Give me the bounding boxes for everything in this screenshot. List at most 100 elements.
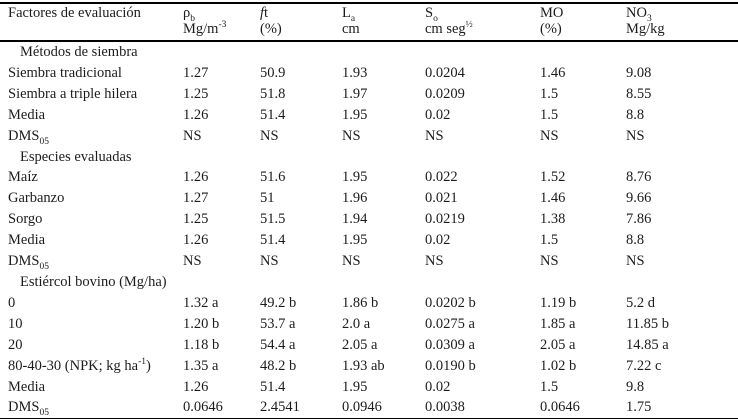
row-label: Maíz — [8, 169, 38, 186]
cell-value: 0.02 — [425, 232, 451, 249]
cell-value: NS — [626, 253, 645, 270]
cell-value: 1.95 — [342, 378, 368, 395]
table-row: Media 1.26 51.4 1.95 0.02 1.5 8.8 — [0, 105, 738, 126]
column-symbol: ft — [260, 5, 269, 21]
column-header-ft: ft (%) — [252, 3, 334, 42]
cell-value: 51 — [260, 190, 275, 207]
cell-value: NS — [342, 127, 361, 144]
section-row: Especies evaluadas — [0, 147, 738, 168]
column-header-factores: Factores de evaluación — [0, 3, 175, 42]
cell-value: 1.5 — [540, 85, 559, 102]
section-row: Estiércol bovino (Mg/ha) — [0, 272, 738, 293]
cell-value: 1.93 — [342, 64, 368, 81]
cell-value: 0.0038 — [425, 399, 465, 416]
cell-value: 51.8 — [260, 85, 286, 102]
cell-value: 1.85 a — [540, 315, 576, 332]
cell-value: NS — [342, 253, 361, 270]
column-symbol: Factores de evaluación — [8, 5, 141, 21]
cell-value: 1.27 — [183, 64, 209, 81]
cell-value: 0.02 — [425, 106, 451, 123]
header-row: Factores de evaluación ρb Mg/m-3 ft (%) La cm S… — [0, 3, 738, 42]
table-row: Siembra a triple hilera 1.25 51.8 1.97 0.020… — [0, 84, 738, 105]
column-symbol: MO — [540, 5, 564, 21]
table-row: 80-40-30 (NPK; kg ha-1) 1.35 a 48.2 b 1.93 … — [0, 356, 738, 377]
row-label: 10 — [8, 315, 23, 332]
table-row: DMS05 NS NS NS NS NS NS — [0, 251, 738, 272]
table-row: Media 1.26 51.4 1.95 0.02 1.5 9.8 — [0, 377, 738, 398]
cell-value: 0.0275 a — [425, 315, 475, 332]
section-row: Métodos de siembra — [0, 41, 738, 63]
cell-value: 0.0946 — [342, 399, 382, 416]
cell-value: 48.2 b — [260, 357, 297, 374]
cell-value: 0.0202 b — [425, 294, 476, 311]
row-label: Siembra tradicional — [8, 64, 122, 81]
row-label: 80-40-30 (NPK; kg ha-1) — [8, 356, 151, 374]
cell-value: 51.6 — [260, 169, 286, 186]
cell-value: 1.19 b — [540, 294, 577, 311]
cell-value: 9.08 — [626, 64, 652, 81]
table-row: Sorgo 1.25 51.5 1.94 0.0219 1.38 7.86 — [0, 209, 738, 230]
cell-value: 1.02 b — [540, 357, 577, 374]
cell-value: 1.35 a — [183, 357, 219, 374]
cell-value: 1.27 — [183, 190, 209, 207]
table-row: Siembra tradicional 1.27 50.9 1.93 0.0204 1.4… — [0, 63, 738, 84]
cell-value: 1.26 — [183, 106, 209, 123]
cell-value: NS — [540, 253, 559, 270]
cell-value: 1.25 — [183, 211, 209, 228]
cell-value: 51.4 — [260, 106, 286, 123]
table-header: Factores de evaluación ρb Mg/m-3 ft (%) La cm S… — [0, 3, 738, 42]
cell-value: 1.46 — [540, 190, 566, 207]
column-symbol: NO3 — [626, 5, 652, 24]
cell-value: 0.0204 — [425, 64, 465, 81]
cell-value: 51.4 — [260, 232, 286, 249]
cell-value: 2.0 a — [342, 315, 371, 332]
cell-value: 8.8 — [626, 232, 645, 249]
cell-value: 1.18 b — [183, 336, 220, 353]
cell-value: 0.0209 — [425, 85, 465, 102]
cell-value: 49.2 b — [260, 294, 297, 311]
cell-value: 53.7 a — [260, 315, 296, 332]
cell-value: 11.85 b — [626, 315, 669, 332]
cell-value: NS — [425, 127, 444, 144]
cell-value: 7.22 c — [626, 357, 662, 374]
table-row: Maíz 1.26 51.6 1.95 0.022 1.52 8.76 — [0, 167, 738, 188]
row-label: DMS05 — [8, 399, 49, 419]
column-header-no3: NO3 Mg/kg — [618, 3, 738, 42]
row-label: Media — [8, 378, 46, 395]
cell-value: 0.021 — [425, 190, 458, 207]
cell-value: 1.96 — [342, 190, 368, 207]
row-label: Media — [8, 232, 46, 249]
cell-value: 8.55 — [626, 85, 652, 102]
cell-value: 1.86 b — [342, 294, 379, 311]
column-unit: cm seg½ — [425, 19, 473, 37]
cell-value: NS — [626, 127, 645, 144]
cell-value: 0.022 — [425, 169, 458, 186]
cell-value: 1.26 — [183, 378, 209, 395]
cell-value: NS — [260, 253, 279, 270]
cell-value: 0.0190 b — [425, 357, 476, 374]
cell-value: 1.25 — [183, 85, 209, 102]
cell-value: 1.52 — [540, 169, 566, 186]
table-row: 0 1.32 a 49.2 b 1.86 b 0.0202 b 1.19 b 5.2 d — [0, 293, 738, 314]
cell-value: NS — [260, 127, 279, 144]
cell-value: 0.0309 a — [425, 336, 475, 353]
section-label: Métodos de siembra — [20, 44, 138, 60]
section-label: Estiércol bovino (Mg/ha) — [20, 273, 167, 290]
row-label: Siembra a triple hilera — [8, 85, 138, 102]
column-header-so: So cm seg½ — [417, 3, 532, 42]
section-label: Especies evaluadas — [20, 148, 132, 165]
cell-value: 2.4541 — [260, 399, 300, 416]
cell-value: 0.0646 — [540, 399, 580, 416]
cell-value: 9.8 — [626, 378, 645, 395]
row-label: DMS05 — [8, 127, 49, 147]
cell-value: NS — [540, 127, 559, 144]
cell-value: 0.02 — [425, 378, 451, 395]
cell-value: 1.20 b — [183, 315, 220, 332]
cell-value: 1.5 — [540, 106, 559, 123]
cell-value: 0.0646 — [183, 399, 223, 416]
cell-value: 1.46 — [540, 64, 566, 81]
cell-value: 1.5 — [540, 378, 559, 395]
cell-value: 2.05 a — [342, 336, 378, 353]
column-header-rho-b: ρb Mg/m-3 — [175, 3, 252, 42]
